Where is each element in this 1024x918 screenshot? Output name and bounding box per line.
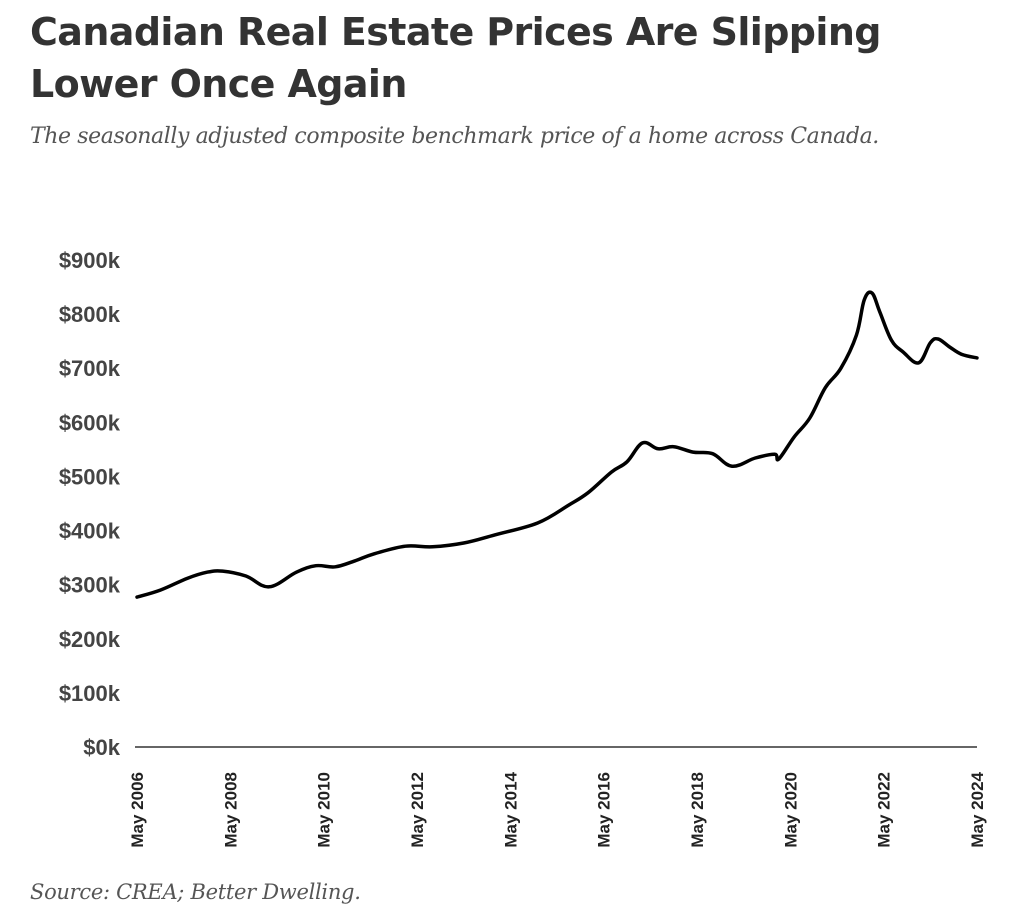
data-point [610,470,613,474]
y-tick-label: $900k [59,248,121,273]
data-point [901,350,905,354]
data-point [839,367,843,370]
data-point [824,386,827,389]
data-point [268,585,271,588]
y-tick-label: $500k [59,464,121,489]
x-tick-label: May 2008 [221,772,240,848]
data-point [493,533,496,537]
x-tick-label: May 2010 [315,772,334,848]
data-point [777,457,780,461]
data-point [656,447,660,450]
x-tick-label: May 2018 [688,772,707,848]
x-tick-label: May 2016 [595,772,614,848]
data-point [625,460,629,463]
series-layer [135,290,979,599]
data-point [536,521,539,525]
x-tick-label: May 2020 [781,772,800,848]
data-point [431,545,434,548]
x-tick-label: May 2024 [968,771,987,847]
data-point [334,565,337,568]
y-tick-label: $300k [59,573,121,598]
chart-subtitle: The seasonally adjusted composite benchm… [30,124,879,149]
data-point [863,298,866,302]
data-point [870,291,874,295]
x-tick-label: May 2022 [875,772,894,848]
data-point [878,310,881,314]
data-point [205,571,209,574]
data-point [793,435,796,439]
data-point [586,491,590,494]
data-point [975,356,979,360]
y-tick-label: $400k [59,519,121,544]
data-point [135,595,139,599]
chart-title: Canadian Real Estate Prices Are Slipping… [30,10,881,106]
data-point [641,441,644,445]
data-point [890,338,893,342]
data-point [936,337,940,341]
y-tick-label: $200k [59,627,121,652]
data-point [314,564,318,567]
data-point [567,503,570,507]
y-axis-ticks: $0k $100k $200k $300k $400k $500k $600k $700k $8… [59,248,121,760]
y-tick-label: $100k [59,681,121,706]
data-point [691,450,695,454]
data-point [773,453,776,456]
y-tick-label: $800k [59,302,121,327]
data-point [808,416,811,420]
x-tick-label: May 2012 [408,772,427,848]
x-tick-label: May 2006 [128,772,147,848]
data-point [159,588,162,592]
data-point [244,574,248,578]
x-tick-label: May 2014 [501,771,520,847]
data-point [462,541,465,545]
data-point [754,456,757,460]
y-tick-label: $0k [83,735,120,760]
source-note: Source: CREA; Better Dwelling. [30,880,361,904]
data-point [672,445,675,448]
data-point [353,559,356,563]
data-point [186,577,189,580]
series-line [135,290,979,599]
data-point [404,545,407,548]
data-point [948,345,951,349]
data-point [221,569,224,573]
data-point [929,341,932,344]
data-point [373,552,376,555]
data-point [730,465,734,468]
y-tick-label: $600k [59,410,121,435]
y-tick-label: $700k [59,356,121,381]
data-point [960,353,963,356]
data-point [855,334,858,337]
data-point [295,571,298,574]
x-axis-ticks: May 2006 May 2008 May 2010 May 2012 May 2014… [128,771,987,847]
line-chart: $0k $100k $200k $300k $400k $500k $600k $700k $8… [59,248,987,848]
data-point [917,361,920,364]
data-point [711,452,714,455]
